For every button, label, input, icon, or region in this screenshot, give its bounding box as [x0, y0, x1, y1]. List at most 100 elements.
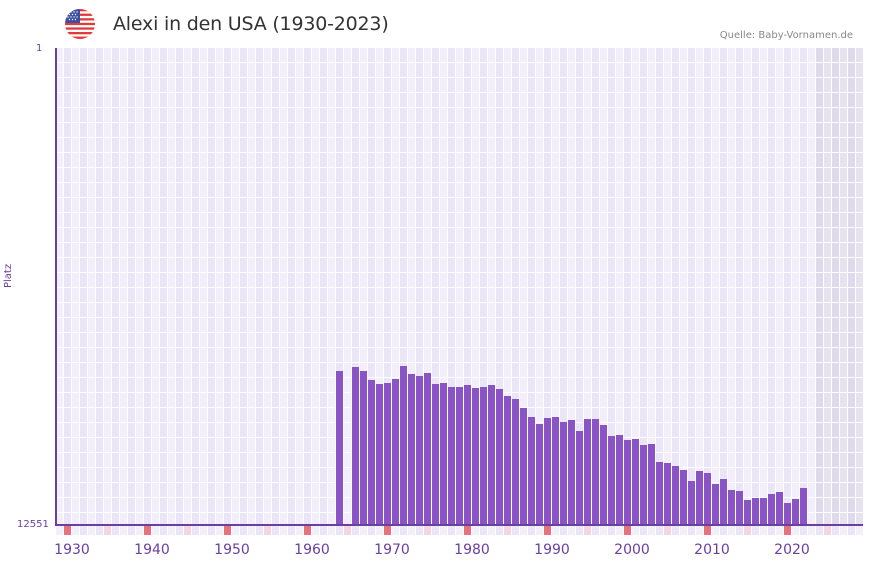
year-marker: [64, 526, 71, 535]
year-marker: [104, 526, 111, 535]
year-marker: [504, 526, 511, 535]
y-axis-line: [55, 48, 57, 526]
bar-1982[interactable]: [488, 385, 495, 525]
bar-1963[interactable]: [336, 371, 343, 525]
x-tick-label: 1960: [294, 542, 330, 558]
year-marker: [392, 526, 399, 535]
year-marker: [192, 526, 199, 535]
bar-1989[interactable]: [544, 418, 551, 525]
x-tick-label: 1990: [534, 542, 570, 558]
year-marker: [120, 526, 127, 535]
year-marker: [536, 526, 543, 535]
year-marker: [384, 526, 391, 535]
bar-1984[interactable]: [504, 396, 511, 525]
bar-1986[interactable]: [520, 408, 527, 525]
bar-2004[interactable]: [664, 463, 671, 525]
bar-1983[interactable]: [496, 389, 503, 525]
bar-2008[interactable]: [696, 471, 703, 525]
bar-1980[interactable]: [472, 388, 479, 525]
bar-1987[interactable]: [528, 417, 535, 525]
bar-1998[interactable]: [616, 435, 623, 525]
year-marker: [664, 526, 671, 535]
bar-2005[interactable]: [672, 466, 679, 525]
bar-1995[interactable]: [592, 419, 599, 525]
bar-2006[interactable]: [680, 470, 687, 525]
bar-1988[interactable]: [536, 424, 543, 525]
x-axis-line: [55, 524, 863, 526]
year-marker: [616, 526, 623, 535]
bar-2019[interactable]: [784, 503, 791, 525]
bar-2017[interactable]: [768, 494, 775, 525]
bar-2002[interactable]: [648, 444, 655, 525]
bar-1971[interactable]: [400, 366, 407, 525]
bar-1965[interactable]: [352, 367, 359, 525]
year-marker: [368, 526, 375, 535]
bar-2003[interactable]: [656, 462, 663, 525]
us-flag-icon: [65, 9, 95, 39]
bar-2001[interactable]: [640, 445, 647, 525]
year-marker: [72, 526, 79, 535]
year-marker: [312, 526, 319, 535]
bar-1969[interactable]: [384, 383, 391, 525]
bar-1997[interactable]: [608, 436, 615, 525]
bar-1991[interactable]: [560, 422, 567, 525]
chart-title: Alexi in den USA (1930-2023): [113, 13, 389, 35]
bar-1994[interactable]: [584, 419, 591, 525]
bar-1992[interactable]: [568, 420, 575, 525]
year-marker: [768, 526, 775, 535]
bar-1970[interactable]: [392, 379, 399, 525]
year-marker: [168, 526, 175, 535]
bar-1973[interactable]: [416, 376, 423, 525]
year-marker: [280, 526, 287, 535]
year-marker: [784, 526, 791, 535]
bar-1990[interactable]: [552, 417, 559, 525]
bar-1979[interactable]: [464, 385, 471, 525]
bar-1996[interactable]: [600, 425, 607, 525]
year-marker: [472, 526, 479, 535]
bar-1977[interactable]: [448, 387, 455, 525]
year-marker: [712, 526, 719, 535]
bar-2014[interactable]: [744, 500, 751, 525]
bar-2007[interactable]: [688, 481, 695, 525]
bar-2015[interactable]: [752, 498, 759, 525]
year-marker: [336, 526, 343, 535]
bar-1975[interactable]: [432, 384, 439, 525]
year-marker: [288, 526, 295, 535]
bar-2011[interactable]: [720, 479, 727, 525]
bar-1967[interactable]: [368, 380, 375, 525]
bar-2010[interactable]: [712, 484, 719, 525]
year-marker: [696, 526, 703, 535]
bar-1981[interactable]: [480, 387, 487, 525]
bar-2012[interactable]: [728, 490, 735, 525]
x-tick-label: 2000: [614, 542, 650, 558]
year-marker: [808, 526, 815, 535]
x-tick-label: 1970: [374, 542, 410, 558]
bar-2020[interactable]: [792, 499, 799, 525]
bar-1976[interactable]: [440, 383, 447, 525]
bar-2018[interactable]: [776, 492, 783, 525]
year-marker: [360, 526, 367, 535]
bar-2000[interactable]: [632, 439, 639, 525]
year-marker: [512, 526, 519, 535]
year-marker: [240, 526, 247, 535]
bar-1974[interactable]: [424, 373, 431, 525]
year-marker: [112, 526, 119, 535]
bar-1978[interactable]: [456, 387, 463, 525]
year-marker: [728, 526, 735, 535]
bar-1985[interactable]: [512, 399, 519, 525]
year-marker: [416, 526, 423, 535]
bar-2016[interactable]: [760, 498, 767, 525]
year-marker: [248, 526, 255, 535]
bar-2009[interactable]: [704, 473, 711, 525]
bar-2013[interactable]: [736, 491, 743, 525]
year-marker: [848, 526, 855, 535]
year-marker: [856, 526, 863, 535]
bar-1999[interactable]: [624, 440, 631, 525]
bar-1972[interactable]: [408, 374, 415, 525]
bar-1993[interactable]: [576, 431, 583, 525]
bar-1966[interactable]: [360, 371, 367, 525]
bar-2021[interactable]: [800, 488, 807, 525]
bar-1968[interactable]: [376, 384, 383, 525]
year-marker: [648, 526, 655, 535]
year-marker: [760, 526, 767, 535]
